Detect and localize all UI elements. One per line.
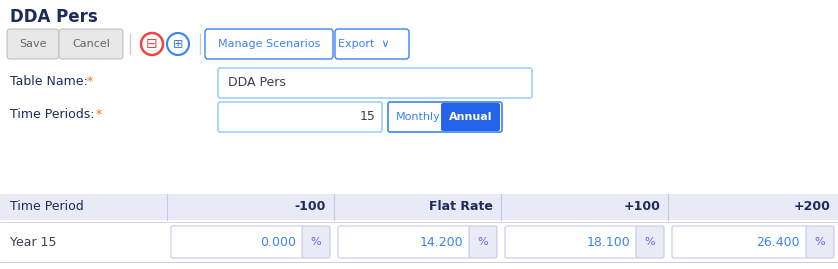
Text: Table Name:: Table Name: — [10, 75, 88, 88]
Text: 15: 15 — [360, 111, 376, 123]
FancyBboxPatch shape — [469, 226, 497, 258]
Text: 0.000: 0.000 — [260, 235, 296, 249]
FancyBboxPatch shape — [806, 226, 834, 258]
Text: *: * — [96, 108, 102, 121]
FancyBboxPatch shape — [218, 102, 382, 132]
FancyBboxPatch shape — [441, 103, 500, 131]
Text: ⊟: ⊟ — [146, 37, 158, 51]
FancyBboxPatch shape — [171, 226, 304, 258]
FancyBboxPatch shape — [302, 226, 330, 258]
Text: %: % — [644, 237, 655, 247]
Text: 14.200: 14.200 — [419, 235, 463, 249]
Text: %: % — [815, 237, 825, 247]
Text: Year 15: Year 15 — [10, 235, 56, 249]
FancyBboxPatch shape — [205, 29, 333, 59]
Text: Manage Scenarios: Manage Scenarios — [218, 39, 320, 49]
FancyBboxPatch shape — [388, 102, 502, 132]
Text: 26.400: 26.400 — [757, 235, 800, 249]
Text: %: % — [478, 237, 489, 247]
Text: %: % — [311, 237, 321, 247]
FancyBboxPatch shape — [672, 226, 808, 258]
Text: +100: +100 — [623, 200, 660, 214]
Text: Cancel: Cancel — [72, 39, 110, 49]
Text: DDA Pers: DDA Pers — [10, 8, 98, 26]
FancyBboxPatch shape — [59, 29, 123, 59]
Text: DDA Pers: DDA Pers — [228, 76, 286, 90]
FancyBboxPatch shape — [636, 226, 664, 258]
Text: Annual: Annual — [449, 112, 492, 122]
FancyBboxPatch shape — [0, 194, 838, 220]
Text: ⊞: ⊞ — [173, 37, 184, 51]
Text: Time Periods:: Time Periods: — [10, 108, 95, 121]
FancyBboxPatch shape — [7, 29, 59, 59]
Text: +200: +200 — [793, 200, 830, 214]
Text: Save: Save — [19, 39, 47, 49]
Text: Monthly: Monthly — [396, 112, 441, 122]
Text: -100: -100 — [295, 200, 326, 214]
Text: *: * — [87, 75, 93, 88]
Text: Export  ∨: Export ∨ — [339, 39, 390, 49]
Text: 18.100: 18.100 — [587, 235, 630, 249]
Circle shape — [141, 33, 163, 55]
FancyBboxPatch shape — [218, 68, 532, 98]
FancyBboxPatch shape — [0, 222, 838, 262]
Text: Flat Rate: Flat Rate — [429, 200, 493, 214]
FancyBboxPatch shape — [338, 226, 471, 258]
FancyBboxPatch shape — [335, 29, 409, 59]
FancyBboxPatch shape — [505, 226, 638, 258]
Circle shape — [167, 33, 189, 55]
Text: Time Period: Time Period — [10, 200, 84, 214]
